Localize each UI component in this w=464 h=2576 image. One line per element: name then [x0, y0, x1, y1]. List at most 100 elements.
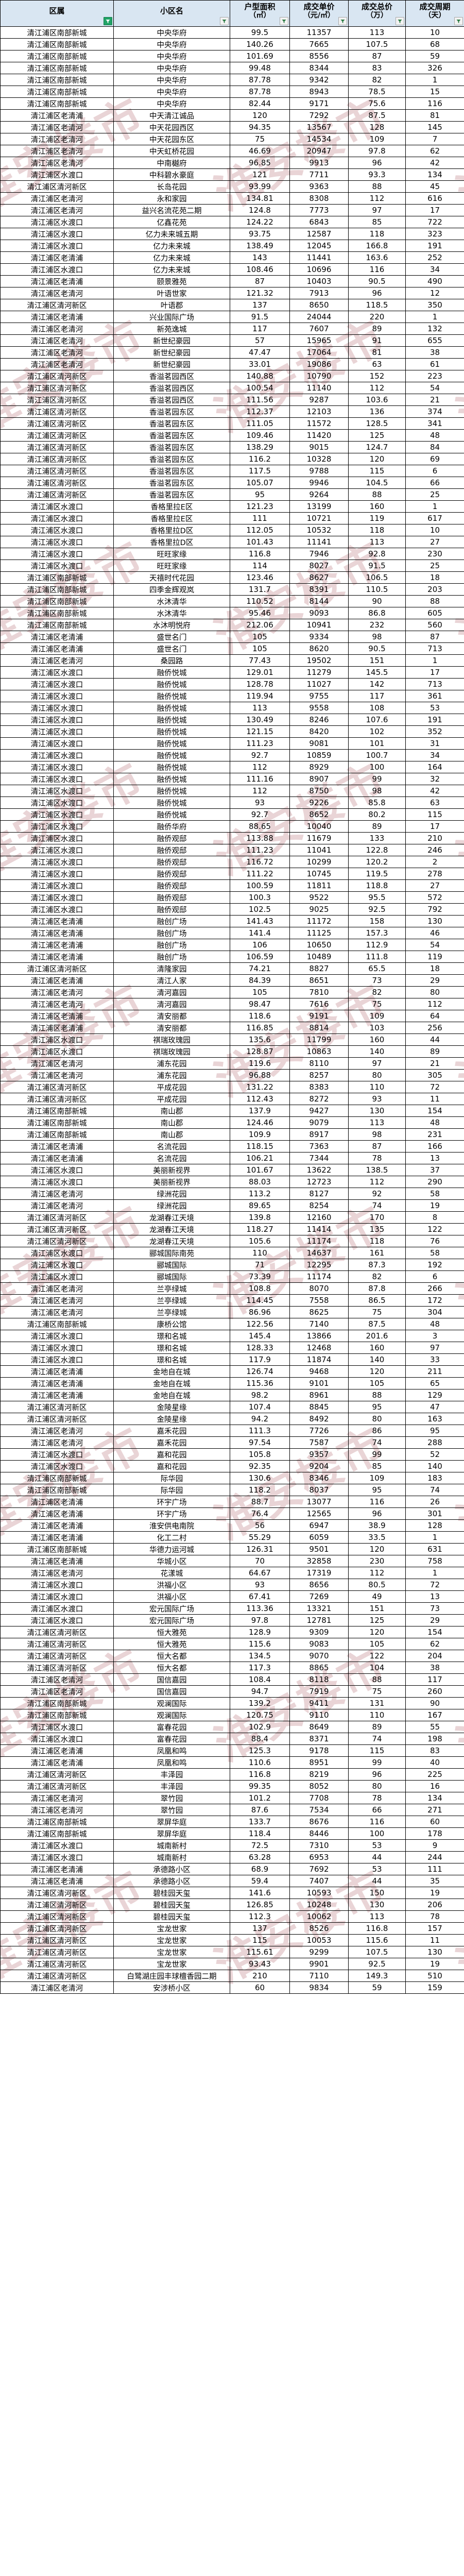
table-row: 清江浦区清河新区 香溢茗园西区 100.54 11140 112 54 — [0, 382, 464, 395]
cell-cycle: 15 — [405, 86, 464, 98]
cell-estate: 叶语郡 — [113, 299, 230, 312]
cell-cycle: 40 — [405, 1756, 464, 1769]
cell-cycle: 244 — [405, 1851, 464, 1864]
cell-total: 157.3 — [348, 927, 406, 940]
cell-area: 105.07 — [230, 477, 290, 489]
cell-unit: 8750 — [289, 785, 349, 798]
filter-dropdown-icon-unit[interactable] — [338, 17, 347, 26]
cell-unit: 8676 — [289, 1816, 349, 1828]
cell-total: 78.5 — [348, 86, 406, 98]
cell-district: 清江浦区水渡口 — [0, 808, 114, 821]
cell-district: 清江浦区清河新区 — [0, 441, 114, 454]
cell-total: 80.2 — [348, 808, 406, 821]
cell-cycle: 266 — [405, 1282, 464, 1295]
cell-total: 74 — [348, 1436, 406, 1449]
cell-total: 103 — [348, 1022, 406, 1035]
cell-cycle: 13 — [405, 1152, 464, 1165]
cell-estate: 富春花园 — [113, 1721, 230, 1734]
cell-cycle: 48 — [405, 429, 464, 442]
cell-area: 113.88 — [230, 832, 290, 845]
table-row: 清江浦区老清河 新世纪豪园 57 15965 91 655 — [0, 334, 464, 347]
cell-total: 117 — [348, 690, 406, 703]
cell-area: 118.2 — [230, 1484, 290, 1497]
cell-cycle: 66 — [405, 477, 464, 489]
cell-total: 66 — [348, 1804, 406, 1817]
cell-estate: 旺旺家缘 — [113, 548, 230, 561]
cell-unit: 6059 — [289, 1531, 349, 1544]
cell-district: 清江浦区清河新区 — [0, 1922, 114, 1935]
cell-unit: 9287 — [289, 394, 349, 406]
table-row: 清江浦区水渡口 融侨悦城 112 8750 98 42 — [0, 785, 464, 798]
cell-area: 134.5 — [230, 1650, 290, 1663]
cell-unit: 8219 — [289, 1768, 349, 1781]
cell-area: 97.54 — [230, 1436, 290, 1449]
cell-district: 清江浦区南部新城 — [0, 1816, 114, 1828]
cell-cycle: 33 — [405, 1353, 464, 1366]
table-row: 清江浦区水渡口 旺旺家缘 116.8 7946 92.8 230 — [0, 548, 464, 561]
column-header-unit: （元/㎡） — [303, 11, 335, 20]
cell-unit: 12045 — [289, 240, 349, 252]
cell-estate: 承德路小区 — [113, 1863, 230, 1876]
table-row: 清江浦区老清河 嘉禾花园 97.54 7587 74 288 — [0, 1436, 464, 1449]
cell-area: 126.85 — [230, 1899, 290, 1911]
table-row: 清江浦区南部新城 南山郡 137.9 9427 130 154 — [0, 1105, 464, 1117]
cell-unit: 8344 — [289, 62, 349, 75]
cell-cycle: 631 — [405, 1543, 464, 1556]
cell-district: 清江浦区南部新城 — [0, 619, 114, 632]
cell-cycle: 352 — [405, 725, 464, 738]
table-row: 清江浦区南部新城 中央华府 99.5 11357 113 10 — [0, 26, 464, 39]
cell-unit: 10299 — [289, 856, 349, 869]
filter-dropdown-icon-area[interactable] — [280, 17, 288, 26]
table-row: 清江浦区水渡口 亿力未来城 108.46 10696 116 34 — [0, 263, 464, 276]
cell-estate: 宝龙世家 — [113, 1958, 230, 1971]
cell-unit: 9501 — [289, 1543, 349, 1556]
cell-district: 清江浦区南部新城 — [0, 38, 114, 51]
table-row: 清江浦区老清河 绿洲花园 89.65 8254 74 19 — [0, 1199, 464, 1212]
cell-district: 清江浦区水渡口 — [0, 785, 114, 798]
cell-unit: 10650 — [289, 939, 349, 952]
cell-district: 清江浦区清河新区 — [0, 417, 114, 430]
cell-estate: 平成花园 — [113, 1081, 230, 1094]
filter-dropdown-icon-cycle[interactable] — [454, 17, 463, 26]
cell-district: 清江浦区老清浦 — [0, 1377, 114, 1390]
cell-cycle: 61 — [405, 358, 464, 371]
table-row: 清江浦区清河新区 宝龙世家 115.61 9299 107.5 130 — [0, 1946, 464, 1959]
cell-area: 87.6 — [230, 1804, 290, 1817]
cell-area: 126.31 — [230, 1543, 290, 1556]
cell-district: 清江浦区老清河 — [0, 1069, 114, 1082]
cell-total: 82 — [348, 1270, 406, 1283]
table-row: 清江浦区水渡口 旺旺家缘 114 8027 91.5 25 — [0, 560, 464, 572]
cell-total: 74 — [348, 1733, 406, 1745]
cell-area: 143 — [230, 251, 290, 264]
table-row: 清江浦区老清浦 凤凰和鸣 125.3 9178 115 83 — [0, 1744, 464, 1757]
filter-dropdown-icon-total[interactable] — [396, 17, 404, 26]
cell-cycle: 271 — [405, 1804, 464, 1817]
filter-dropdown-icon-district[interactable] — [104, 17, 112, 26]
cell-area: 100.54 — [230, 382, 290, 395]
cell-area: 101.69 — [230, 50, 290, 63]
cell-estate: 香溢茗园东区 — [113, 441, 230, 454]
cell-total: 102 — [348, 725, 406, 738]
cell-cycle: 572 — [405, 891, 464, 904]
cell-area: 113.2 — [230, 1188, 290, 1200]
cell-area: 102.9 — [230, 1721, 290, 1734]
table-row: 清江浦区水渡口 融侨悦城 128.78 11027 142 713 — [0, 678, 464, 691]
cell-total: 90.5 — [348, 642, 406, 655]
cell-district: 清江浦区老清浦 — [0, 1010, 114, 1023]
cell-area: 67.41 — [230, 1590, 290, 1603]
table-row: 清江浦区老清河 花漾城 64.67 17319 112 1 — [0, 1567, 464, 1580]
cell-total: 86 — [348, 1425, 406, 1437]
cell-area: 116.2 — [230, 453, 290, 466]
cell-total: 80 — [348, 1780, 406, 1793]
table-row: 清江浦区老清浦 盛世名门 105 8620 90.5 713 — [0, 642, 464, 655]
cell-estate: 清隆家园 — [113, 962, 230, 975]
cell-district: 清江浦区清河新区 — [0, 1223, 114, 1236]
cell-total: 160 — [348, 500, 406, 513]
cell-unit: 7665 — [289, 38, 349, 51]
filter-dropdown-icon-estate[interactable] — [220, 17, 229, 26]
cell-district: 清江浦区清河新区 — [0, 1211, 114, 1224]
cell-unit: 11141 — [289, 536, 349, 549]
cell-estate: 国信嘉园 — [113, 1673, 230, 1686]
cell-cycle: 225 — [405, 1768, 464, 1781]
cell-cycle: 490 — [405, 275, 464, 288]
